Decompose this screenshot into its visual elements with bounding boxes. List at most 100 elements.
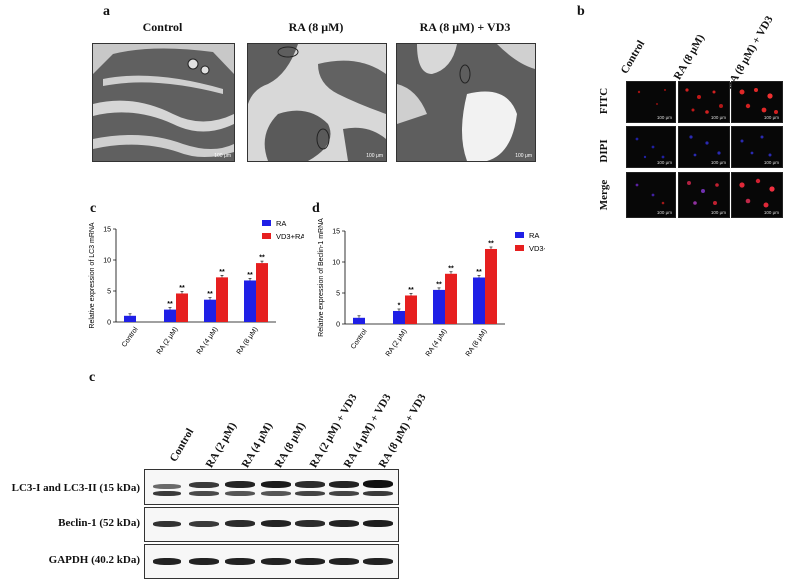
y-tick-label: 15	[332, 229, 340, 236]
wb-label-lc3: LC3-I and LC3-II (15 kDa)	[11, 482, 140, 494]
tem-header-ra8-vd3: RA (8 μM) + VD3	[419, 20, 511, 34]
bar	[485, 248, 497, 324]
fluor-fitc-control: 100 μm	[626, 81, 676, 123]
tem-image-ra8-vd3: 100 μm	[396, 43, 536, 162]
lc3-mrna-chart: Relative expression of LC3 mRNA 0 5 10 15 Con…	[89, 219, 304, 356]
scale-bar-label: 100 μm	[366, 153, 383, 159]
fluor-row-fitc: FITC	[598, 87, 610, 115]
fluor-merge-control: 100 μm	[626, 172, 676, 218]
bar	[445, 273, 457, 324]
beclin1-mrna-chart: Relative expression of Beclin-1 mRNA 0 5 10…	[318, 218, 545, 358]
y-tick-label: 5	[336, 291, 340, 298]
legend-label: RA	[529, 231, 539, 240]
legend-swatch	[515, 232, 524, 238]
scale-bar-label: 100 μm	[763, 160, 779, 165]
bar	[244, 280, 256, 322]
x-tick-label: Control	[121, 326, 140, 349]
bar	[256, 263, 268, 322]
scale-bar-label: 100 μm	[763, 210, 779, 215]
y-axis-label: Relative expression of LC3 mRNA	[89, 222, 96, 329]
bar	[393, 310, 405, 324]
x-tick-label: RA (4 μM)	[196, 326, 220, 356]
scale-bar-label: 100 μm	[656, 210, 672, 215]
x-tick-label: RA (2 μM)	[385, 328, 409, 358]
panel-letter-b: b	[577, 4, 585, 19]
wb-label-beclin1: Beclin-1 (52 kDa)	[58, 517, 140, 529]
lane-label-control: Control	[167, 426, 197, 464]
lane-label-ra4: RA (4 μM)	[239, 420, 276, 470]
y-tick-label: 5	[107, 289, 111, 296]
y-tick-label: 0	[336, 322, 340, 329]
x-tick-label: RA (8 μM)	[236, 326, 260, 356]
x-tick-label: RA (4 μM)	[425, 328, 449, 358]
lane-label-ra8: RA (8 μM)	[272, 420, 309, 470]
legend-swatch	[515, 245, 524, 251]
scale-bar-label: 100 μm	[214, 153, 231, 159]
panel-letter-c-western: c	[89, 370, 96, 385]
tem-image-ra8: 100 μm	[247, 43, 387, 162]
significance-label: **	[167, 301, 173, 308]
legend-swatch	[262, 233, 271, 239]
bar	[124, 315, 136, 322]
x-tick-label: RA (8 μM)	[465, 328, 489, 358]
lane-label-ra2: RA (2 μM)	[203, 420, 240, 470]
significance-label: **	[476, 269, 482, 276]
bar	[433, 289, 445, 324]
panel-letter-c: c	[90, 201, 97, 216]
scale-bar-label: 100 μm	[763, 115, 779, 120]
fluor-col-control: Control	[618, 38, 648, 76]
scale-bar-label: 100 μm	[515, 153, 532, 159]
significance-label: **	[259, 255, 265, 262]
significance-label: **	[219, 269, 225, 276]
tem-image-control: 100 μm	[92, 43, 235, 162]
significance-label: **	[247, 272, 253, 279]
scale-bar-label: 100 μm	[710, 210, 726, 215]
fluor-merge-ra8: 100 μm	[678, 172, 730, 218]
fluor-col-ra8: RA (8 μM)	[671, 32, 708, 82]
legend-label: VD3+RA	[529, 244, 545, 253]
bar	[164, 309, 176, 322]
significance-label: **	[448, 265, 454, 272]
legend-label: VD3+RA	[276, 232, 304, 241]
scale-bar-label: 100 μm	[656, 115, 672, 120]
legend-label: RA	[276, 219, 286, 228]
y-tick-label: 10	[103, 258, 111, 265]
blot-gapdh	[144, 544, 399, 579]
significance-label: **	[408, 287, 414, 294]
blot-beclin1	[144, 507, 399, 542]
y-axis-label: Relative expression of Beclin-1 mRNA	[318, 218, 325, 337]
fluor-fitc-ra8-vd3: 100 μm	[731, 81, 783, 123]
significance-label: **	[179, 285, 185, 292]
fluor-dipi-ra8: 100 μm	[678, 126, 730, 168]
significance-label: *	[398, 302, 401, 309]
fluor-dipi-ra8-vd3: 100 μm	[731, 126, 783, 168]
y-tick-label: 0	[107, 320, 111, 327]
bar	[204, 299, 216, 322]
fluor-row-merge: Merge	[598, 179, 610, 211]
significance-label: **	[436, 281, 442, 288]
bar	[216, 277, 228, 322]
fluor-dipi-control: 100 μm	[626, 126, 676, 168]
scale-bar-label: 100 μm	[656, 160, 672, 165]
panel-letter-a: a	[103, 4, 110, 19]
tem-header-control: Control	[142, 20, 183, 34]
y-tick-label: 15	[103, 227, 111, 234]
fluor-row-dipi: DIPI	[598, 139, 610, 163]
fluor-fitc-ra8: 100 μm	[678, 81, 730, 123]
scale-bar-label: 100 μm	[710, 115, 726, 120]
bar	[473, 277, 485, 324]
bar	[405, 295, 417, 324]
x-tick-label: RA (2 μM)	[156, 326, 180, 356]
wb-label-gapdh: GAPDH (40.2 kDa)	[48, 554, 140, 566]
significance-label: **	[207, 291, 213, 298]
tem-header-ra8: RA (8 μM)	[288, 20, 344, 34]
scale-bar-label: 100 μm	[710, 160, 726, 165]
blot-lc3	[144, 469, 399, 505]
bar	[353, 317, 365, 324]
bar	[176, 293, 188, 322]
legend-swatch	[262, 220, 271, 226]
panel-letter-d: d	[312, 201, 320, 216]
significance-label: **	[488, 240, 494, 247]
fluor-merge-ra8-vd3: 100 μm	[731, 172, 783, 218]
